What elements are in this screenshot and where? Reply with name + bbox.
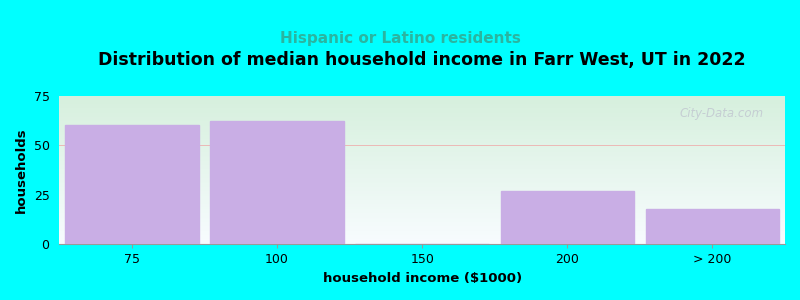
Bar <box>65 125 198 244</box>
Text: City-Data.com: City-Data.com <box>679 107 763 121</box>
Bar <box>210 122 344 244</box>
Y-axis label: households: households <box>15 127 28 213</box>
Bar <box>501 191 634 244</box>
Title: Distribution of median household income in Farr West, UT in 2022: Distribution of median household income … <box>98 51 746 69</box>
X-axis label: household income ($1000): household income ($1000) <box>322 272 522 285</box>
Text: Hispanic or Latino residents: Hispanic or Latino residents <box>279 32 521 46</box>
Bar <box>646 209 779 244</box>
